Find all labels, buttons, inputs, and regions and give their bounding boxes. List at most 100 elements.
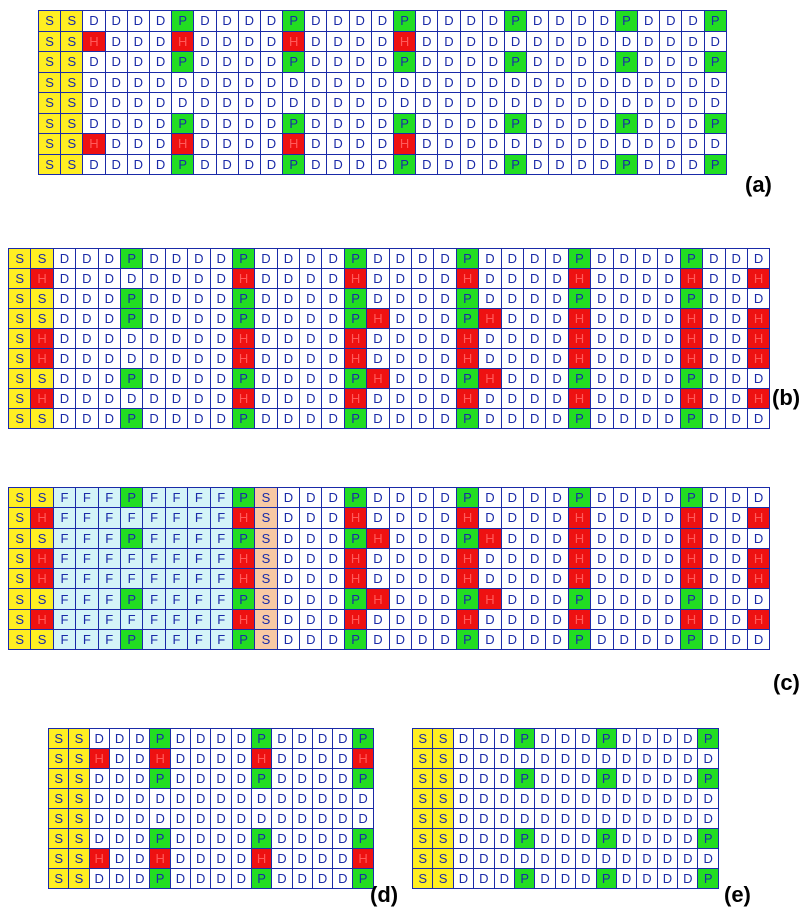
grid-cell: D [130, 809, 151, 829]
grid-cell: D [523, 589, 547, 610]
grid-cell: D [494, 849, 515, 869]
grid-cell: D [367, 329, 390, 349]
grid-cell: D [389, 609, 413, 631]
grid-cell: S [39, 31, 62, 52]
grid-cell: S [413, 869, 434, 889]
grid-cell: H [232, 349, 256, 369]
grid-cell: P [172, 52, 195, 73]
grid-cell: D [527, 154, 550, 175]
grid-cell: D [312, 729, 334, 749]
grid-cell: D [277, 548, 301, 570]
grid-cell: D [109, 809, 131, 829]
grid-cell: D [660, 72, 683, 93]
grid-cell: H [367, 589, 390, 610]
grid-cell: D [210, 249, 233, 269]
grid-cell: D [127, 93, 150, 114]
grid-cell: D [367, 269, 390, 289]
grid-cell: D [660, 11, 683, 32]
grid-cell: D [591, 589, 614, 610]
grid-cell: S [255, 528, 278, 549]
grid-cell: D [231, 809, 252, 829]
grid-cell: D [658, 369, 681, 389]
grid-cell: D [283, 93, 306, 114]
grid-cell: D [591, 569, 614, 590]
grid-cell: D [371, 52, 394, 73]
grid-cell: D [210, 289, 233, 309]
grid-cell: D [482, 113, 505, 134]
grid-cell: D [482, 154, 505, 175]
grid-cell: D [479, 389, 502, 409]
grid-cell: D [658, 289, 681, 309]
grid-cell: D [305, 93, 328, 114]
grid-cell: P [120, 488, 144, 509]
grid-cell: S [9, 249, 32, 269]
grid-cell: D [523, 389, 547, 409]
grid-cell: D [300, 569, 323, 590]
grid-cell: S [69, 769, 90, 789]
grid-cell: D [523, 508, 547, 529]
grid-cell: D [453, 729, 475, 749]
grid-cell: D [523, 329, 547, 349]
grid-cell: P [251, 869, 273, 889]
grid-cell: D [616, 809, 638, 829]
grid-cell: D [474, 869, 495, 889]
grid-cell: D [188, 369, 211, 389]
grid-cell: D [300, 589, 323, 610]
grid-cell: D [143, 309, 166, 329]
grid-cell: D [300, 269, 323, 289]
grid-cell: D [333, 849, 354, 869]
grid-cell: S [39, 72, 62, 93]
grid-cell: D [523, 349, 547, 369]
grid-cell: D [260, 134, 284, 155]
grid-cell: D [300, 349, 323, 369]
grid-cell: D [678, 849, 699, 869]
grid-cell: D [725, 548, 748, 570]
grid-cell: D [658, 269, 681, 289]
grid-cell: D [535, 749, 556, 769]
grid-cell: D [613, 548, 636, 570]
grid-cell: D [660, 154, 683, 175]
grid-cell: D [216, 93, 239, 114]
grid-cell: D [120, 329, 144, 349]
grid-cell: D [412, 349, 435, 369]
grid-cell: S [433, 769, 454, 789]
grid-cell: D [416, 154, 439, 175]
grid-cell: D [412, 389, 435, 409]
grid-cell: D [416, 93, 439, 114]
grid-cell: H [89, 849, 110, 869]
grid-cell: D [238, 52, 261, 73]
grid-cell: D [143, 249, 166, 269]
grid-cell: D [210, 309, 233, 329]
grid-cell: D [216, 72, 239, 93]
grid-cell: H [367, 309, 390, 329]
grid-cell: D [523, 488, 547, 509]
grid-cell: P [232, 589, 256, 610]
grid-cell: D [300, 409, 323, 429]
grid-cell: H [283, 134, 306, 155]
grid-cell: D [371, 11, 394, 32]
grid-cell: S [31, 488, 54, 509]
grid-cell: D [216, 134, 239, 155]
grid-cell: F [165, 508, 189, 529]
grid-cell: F [143, 609, 166, 631]
grid-cell: D [747, 369, 771, 389]
grid-cell: H [680, 528, 704, 549]
grid-cell: P [120, 289, 144, 309]
grid-cell: D [312, 789, 334, 809]
grid-cell: D [434, 309, 457, 329]
grid-cell: H [232, 508, 256, 529]
grid-cell: F [98, 488, 121, 509]
grid-cell: D [367, 548, 390, 570]
grid-cell: D [438, 154, 461, 175]
grid-cell: S [49, 749, 70, 769]
grid-cell: F [98, 630, 121, 651]
grid-cell: D [479, 630, 502, 651]
grid-cell: D [501, 289, 524, 309]
grid-cell: D [549, 93, 572, 114]
grid-cell: D [591, 508, 614, 529]
grid-cell: H [251, 849, 273, 869]
grid-cell: D [593, 113, 616, 134]
grid-cell: H [150, 749, 171, 769]
grid-cell: D [89, 829, 110, 849]
